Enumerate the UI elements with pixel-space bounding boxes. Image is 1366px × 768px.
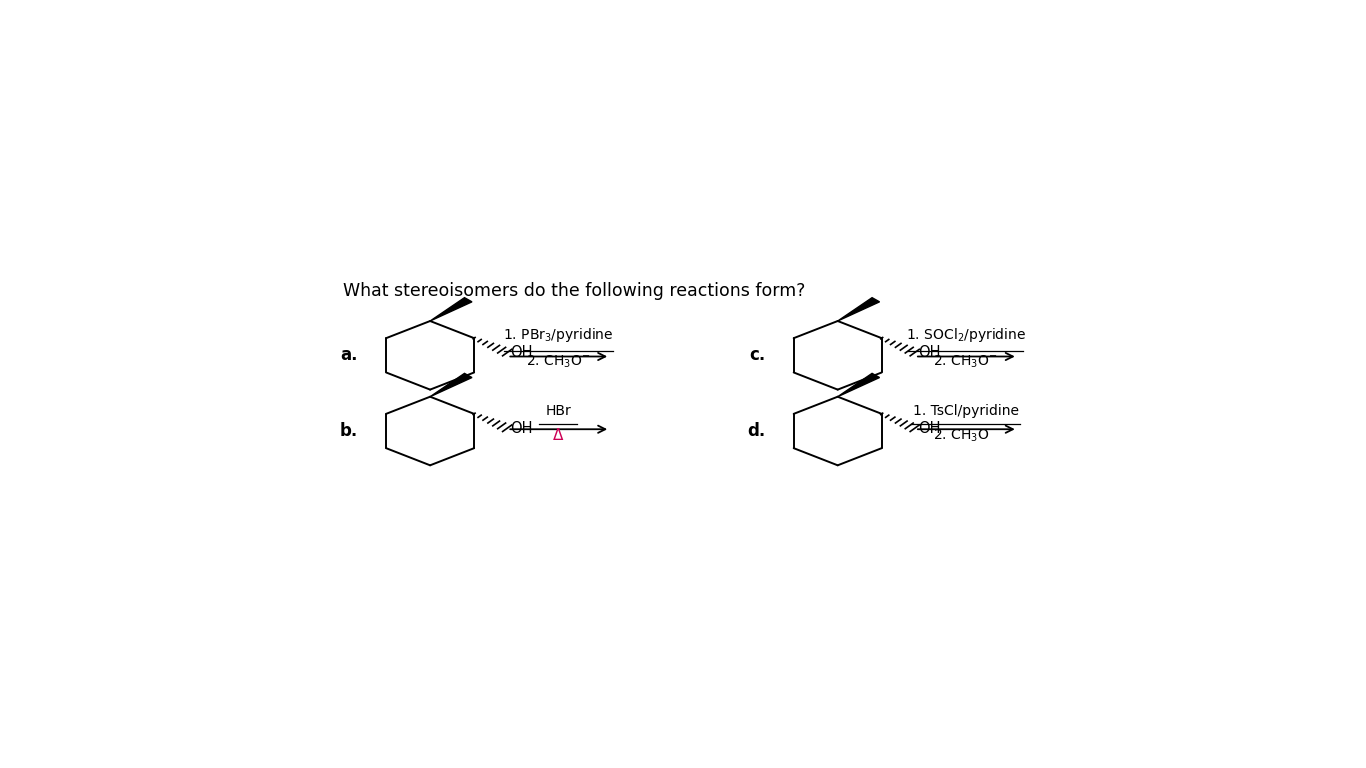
Text: 1. SOCl$_{2}$/pyridine: 1. SOCl$_{2}$/pyridine	[906, 326, 1026, 344]
Text: a.: a.	[340, 346, 358, 364]
Text: OH: OH	[918, 345, 940, 360]
Text: 1. PBr$_{3}$/pyridine: 1. PBr$_{3}$/pyridine	[503, 326, 613, 344]
Text: OH: OH	[511, 421, 533, 435]
Polygon shape	[837, 298, 880, 321]
Text: 2. CH$_{3}$O$^{−}$: 2. CH$_{3}$O$^{−}$	[933, 428, 999, 445]
Text: Δ: Δ	[553, 428, 563, 443]
Polygon shape	[837, 373, 880, 397]
Text: 2. CH$_{3}$O$^{−}$: 2. CH$_{3}$O$^{−}$	[526, 353, 590, 370]
Text: d.: d.	[747, 422, 766, 440]
Text: OH: OH	[918, 421, 940, 435]
Text: 2. CH$_{3}$O$^{−}$: 2. CH$_{3}$O$^{−}$	[933, 353, 999, 370]
Text: What stereoisomers do the following reactions form?: What stereoisomers do the following reac…	[343, 283, 806, 300]
Polygon shape	[430, 298, 473, 321]
Text: b.: b.	[340, 422, 358, 440]
Polygon shape	[430, 373, 473, 397]
Text: HBr: HBr	[545, 404, 571, 418]
Text: 1. TsCl/pyridine: 1. TsCl/pyridine	[912, 404, 1019, 418]
Text: OH: OH	[511, 345, 533, 360]
Text: c.: c.	[750, 346, 766, 364]
